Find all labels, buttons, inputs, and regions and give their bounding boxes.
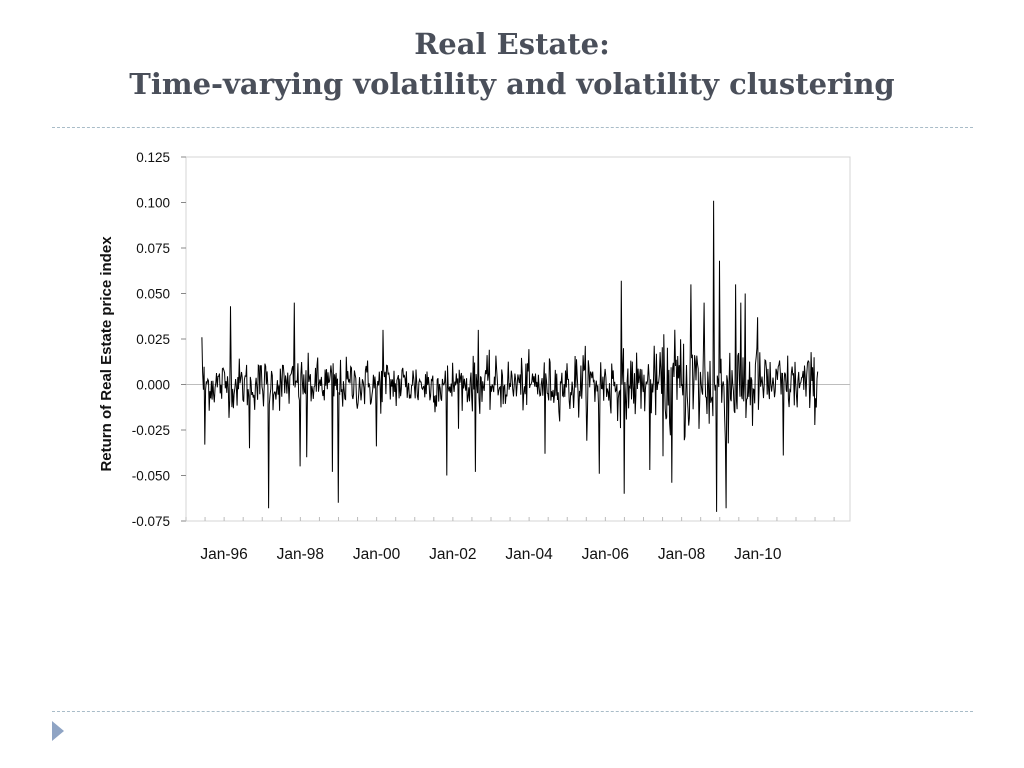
y-tick-label: 0.025: [136, 332, 170, 347]
x-tick-label: Jan-06: [582, 546, 629, 563]
x-tick-label: Jan-96: [200, 546, 247, 563]
y-tick-label: 0.125: [136, 150, 170, 165]
x-tick-label: Jan-04: [505, 546, 553, 563]
x-tick-label: Jan-02: [429, 546, 476, 563]
y-tick-label: -0.075: [132, 514, 170, 529]
play-triangle-icon[interactable]: [52, 721, 64, 741]
slide-title-line-1: Real Estate:: [414, 27, 610, 61]
y-tick-label: -0.025: [132, 423, 170, 438]
y-tick-label: -0.050: [132, 469, 170, 484]
x-tick-label: Jan-08: [658, 546, 705, 563]
return-series-line: [201, 200, 819, 512]
x-tick-label: Jan-98: [277, 546, 324, 563]
x-tick-label: Jan-00: [353, 546, 401, 563]
y-tick-label: 0.050: [136, 287, 170, 302]
slide-title-line-2: Time-varying volatility and volatility c…: [129, 67, 895, 101]
y-tick-label: 0.000: [136, 378, 170, 393]
plot-area-frame: [185, 156, 851, 522]
bottom-divider: [52, 711, 973, 712]
x-tick-label: Jan-10: [734, 546, 782, 563]
slide-title: Real Estate: Time-varying volatility and…: [0, 24, 1024, 104]
y-tick-label: 0.075: [136, 241, 170, 256]
y-tick-label: 0.100: [136, 196, 170, 211]
y-axis-title: Return of Real Estate price index: [98, 236, 115, 472]
top-divider: [52, 127, 973, 128]
